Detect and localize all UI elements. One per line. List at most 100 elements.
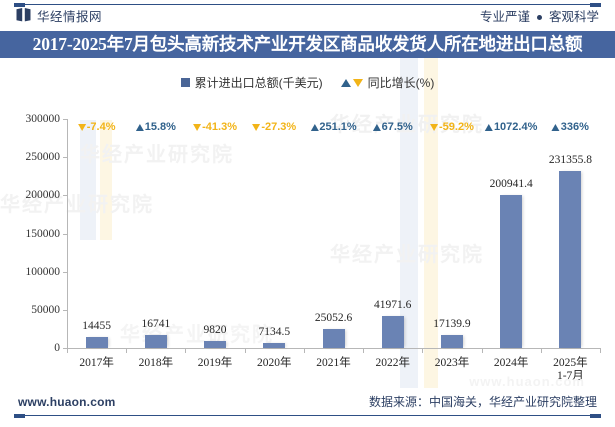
growth-marker: 15.8% bbox=[135, 121, 176, 133]
growth-marker: 251.1% bbox=[310, 121, 357, 133]
bar-value-label: 14455 bbox=[82, 319, 111, 332]
triangle-up-icon bbox=[551, 123, 560, 131]
y-axis-tick bbox=[63, 233, 67, 235]
x-axis-category-label: 2023年 bbox=[435, 357, 470, 370]
x-axis-tick bbox=[303, 348, 305, 353]
x-axis-tick bbox=[244, 348, 246, 353]
bar-value-label: 231355.8 bbox=[548, 154, 592, 167]
bar[interactable] bbox=[144, 335, 167, 348]
y-axis-label: 300000 bbox=[25, 113, 61, 125]
x-axis-category-main: 2025年 bbox=[553, 357, 588, 369]
growth-marker: -27.3% bbox=[252, 121, 296, 133]
bar[interactable] bbox=[85, 336, 108, 348]
bottom-divider bbox=[14, 414, 601, 418]
chart-legend: 累计进出口总额(千美元) 同比增长(%) bbox=[0, 74, 615, 91]
x-axis-category-main: 2020年 bbox=[257, 357, 292, 369]
x-axis-tick bbox=[600, 348, 601, 353]
triangle-down-icon bbox=[252, 123, 261, 131]
y-axis-tick bbox=[63, 271, 67, 273]
top-divider bbox=[14, 3, 601, 7]
x-axis-category-label: 2024年 bbox=[494, 357, 529, 370]
legend-label-total: 累计进出口总额(千美元) bbox=[194, 76, 323, 90]
x-axis-category-main: 2018年 bbox=[138, 357, 174, 369]
top-divider-cap-right bbox=[590, 3, 601, 7]
bar[interactable] bbox=[440, 334, 463, 348]
page-title: 2017-2025年7月包头高新技术产业开发区商品收发货人所在地进出口总额 bbox=[32, 33, 583, 54]
x-axis-tick bbox=[67, 348, 68, 353]
x-axis-category-main: 2024年 bbox=[493, 357, 529, 369]
y-axis-label: 150000 bbox=[25, 227, 61, 240]
triangle-up-icon bbox=[372, 123, 381, 131]
growth-marker: -41.3% bbox=[193, 121, 237, 133]
brand-name: 华经情报网 bbox=[37, 10, 103, 24]
x-axis-category-main: 2017年 bbox=[79, 357, 114, 369]
x-axis-tick bbox=[363, 348, 365, 353]
footer-site-url[interactable]: www.huaon.com bbox=[18, 395, 116, 409]
x-axis-tick bbox=[126, 348, 128, 353]
tagline-right-text: 客观科学 bbox=[548, 10, 599, 24]
bar[interactable] bbox=[322, 328, 345, 348]
legend-item-growth[interactable]: 同比增长(%) bbox=[340, 74, 435, 91]
triangle-up-icon bbox=[310, 123, 319, 131]
chart-container: 华经产业研究院 华经产业研究院 华经产业研究院 华经产业研究院 华经产业研究院 … bbox=[0, 58, 615, 388]
growth-value-label: 1072.4% bbox=[493, 121, 538, 133]
x-axis-category-label: 2017年 bbox=[79, 357, 114, 370]
x-axis-category-main: 2021年 bbox=[316, 357, 351, 369]
y-axis-tick bbox=[63, 195, 67, 197]
bar-value-label: 41971.6 bbox=[374, 298, 412, 311]
growth-value-label: 251.1% bbox=[319, 121, 357, 133]
bottom-divider-line bbox=[14, 415, 601, 416]
growth-marker: 336% bbox=[551, 121, 589, 133]
x-axis-category-main: 2022年 bbox=[375, 357, 410, 369]
triangle-up-icon bbox=[340, 78, 351, 87]
book-logo-icon bbox=[16, 7, 31, 27]
bottom-divider-cap-right bbox=[590, 414, 601, 418]
bar[interactable] bbox=[559, 171, 582, 348]
legend-label-growth: 同比增长(%) bbox=[367, 76, 435, 90]
y-axis-line bbox=[67, 119, 68, 349]
growth-marker: -59.2% bbox=[430, 121, 474, 133]
y-axis-label: 50000 bbox=[31, 303, 60, 316]
y-axis-tick bbox=[63, 157, 67, 159]
x-axis-category-label: 2019年 bbox=[198, 357, 233, 370]
x-axis-category-label: 2021年 bbox=[316, 357, 351, 370]
bar[interactable] bbox=[263, 342, 286, 348]
x-axis-tick bbox=[481, 348, 483, 353]
legend-square-icon bbox=[180, 78, 190, 87]
legend-triangles bbox=[340, 78, 363, 87]
plot-area: 0 50000 100000 150000 200000 250000 300000 1445… bbox=[26, 113, 601, 382]
bar[interactable] bbox=[204, 340, 227, 348]
y-axis-label: 250000 bbox=[25, 151, 61, 164]
bar-value-label: 25052.6 bbox=[314, 311, 353, 324]
footer-data-source: 数据来源：中国海关，华经产业研究院整理 bbox=[368, 395, 597, 409]
triangle-up-icon bbox=[135, 123, 144, 131]
bar-value-label: 200941.4 bbox=[489, 177, 533, 190]
x-axis-category-label: 2018年 bbox=[139, 357, 174, 370]
growth-marker: 67.5% bbox=[372, 121, 413, 133]
bar-value-label: 16741 bbox=[141, 318, 171, 331]
x-axis-category-label: 2022年 bbox=[375, 357, 410, 370]
tagline-left-text: 专业严谨 bbox=[479, 10, 530, 24]
legend-item-total[interactable]: 累计进出口总额(千美元) bbox=[180, 74, 323, 91]
x-axis-tick bbox=[185, 348, 187, 353]
triangle-up-icon bbox=[484, 123, 493, 131]
bar[interactable] bbox=[381, 315, 404, 348]
growth-value-label: 336% bbox=[560, 121, 589, 133]
x-axis-category-sub: 1-7月 bbox=[556, 370, 584, 382]
y-axis-label: 100000 bbox=[25, 265, 61, 278]
y-axis-tick bbox=[63, 348, 67, 349]
growth-value-label: -27.3% bbox=[261, 121, 297, 133]
bar-value-label: 17139.9 bbox=[433, 317, 471, 330]
triangle-down-icon bbox=[77, 123, 86, 131]
brand-identity[interactable]: 华经情报网 bbox=[16, 7, 102, 27]
x-axis-tick bbox=[422, 348, 424, 353]
x-axis-tick bbox=[540, 348, 542, 353]
brand-tagline: 专业严谨 客观科学 bbox=[480, 7, 599, 27]
bar[interactable] bbox=[500, 194, 523, 348]
bullet-dot-icon bbox=[536, 14, 542, 20]
triangle-down-icon bbox=[430, 123, 439, 131]
y-axis-tick bbox=[63, 119, 67, 120]
x-axis-category-main: 2019年 bbox=[197, 357, 233, 369]
growth-value-label: -7.4% bbox=[86, 121, 116, 133]
y-axis-tick bbox=[63, 309, 67, 311]
